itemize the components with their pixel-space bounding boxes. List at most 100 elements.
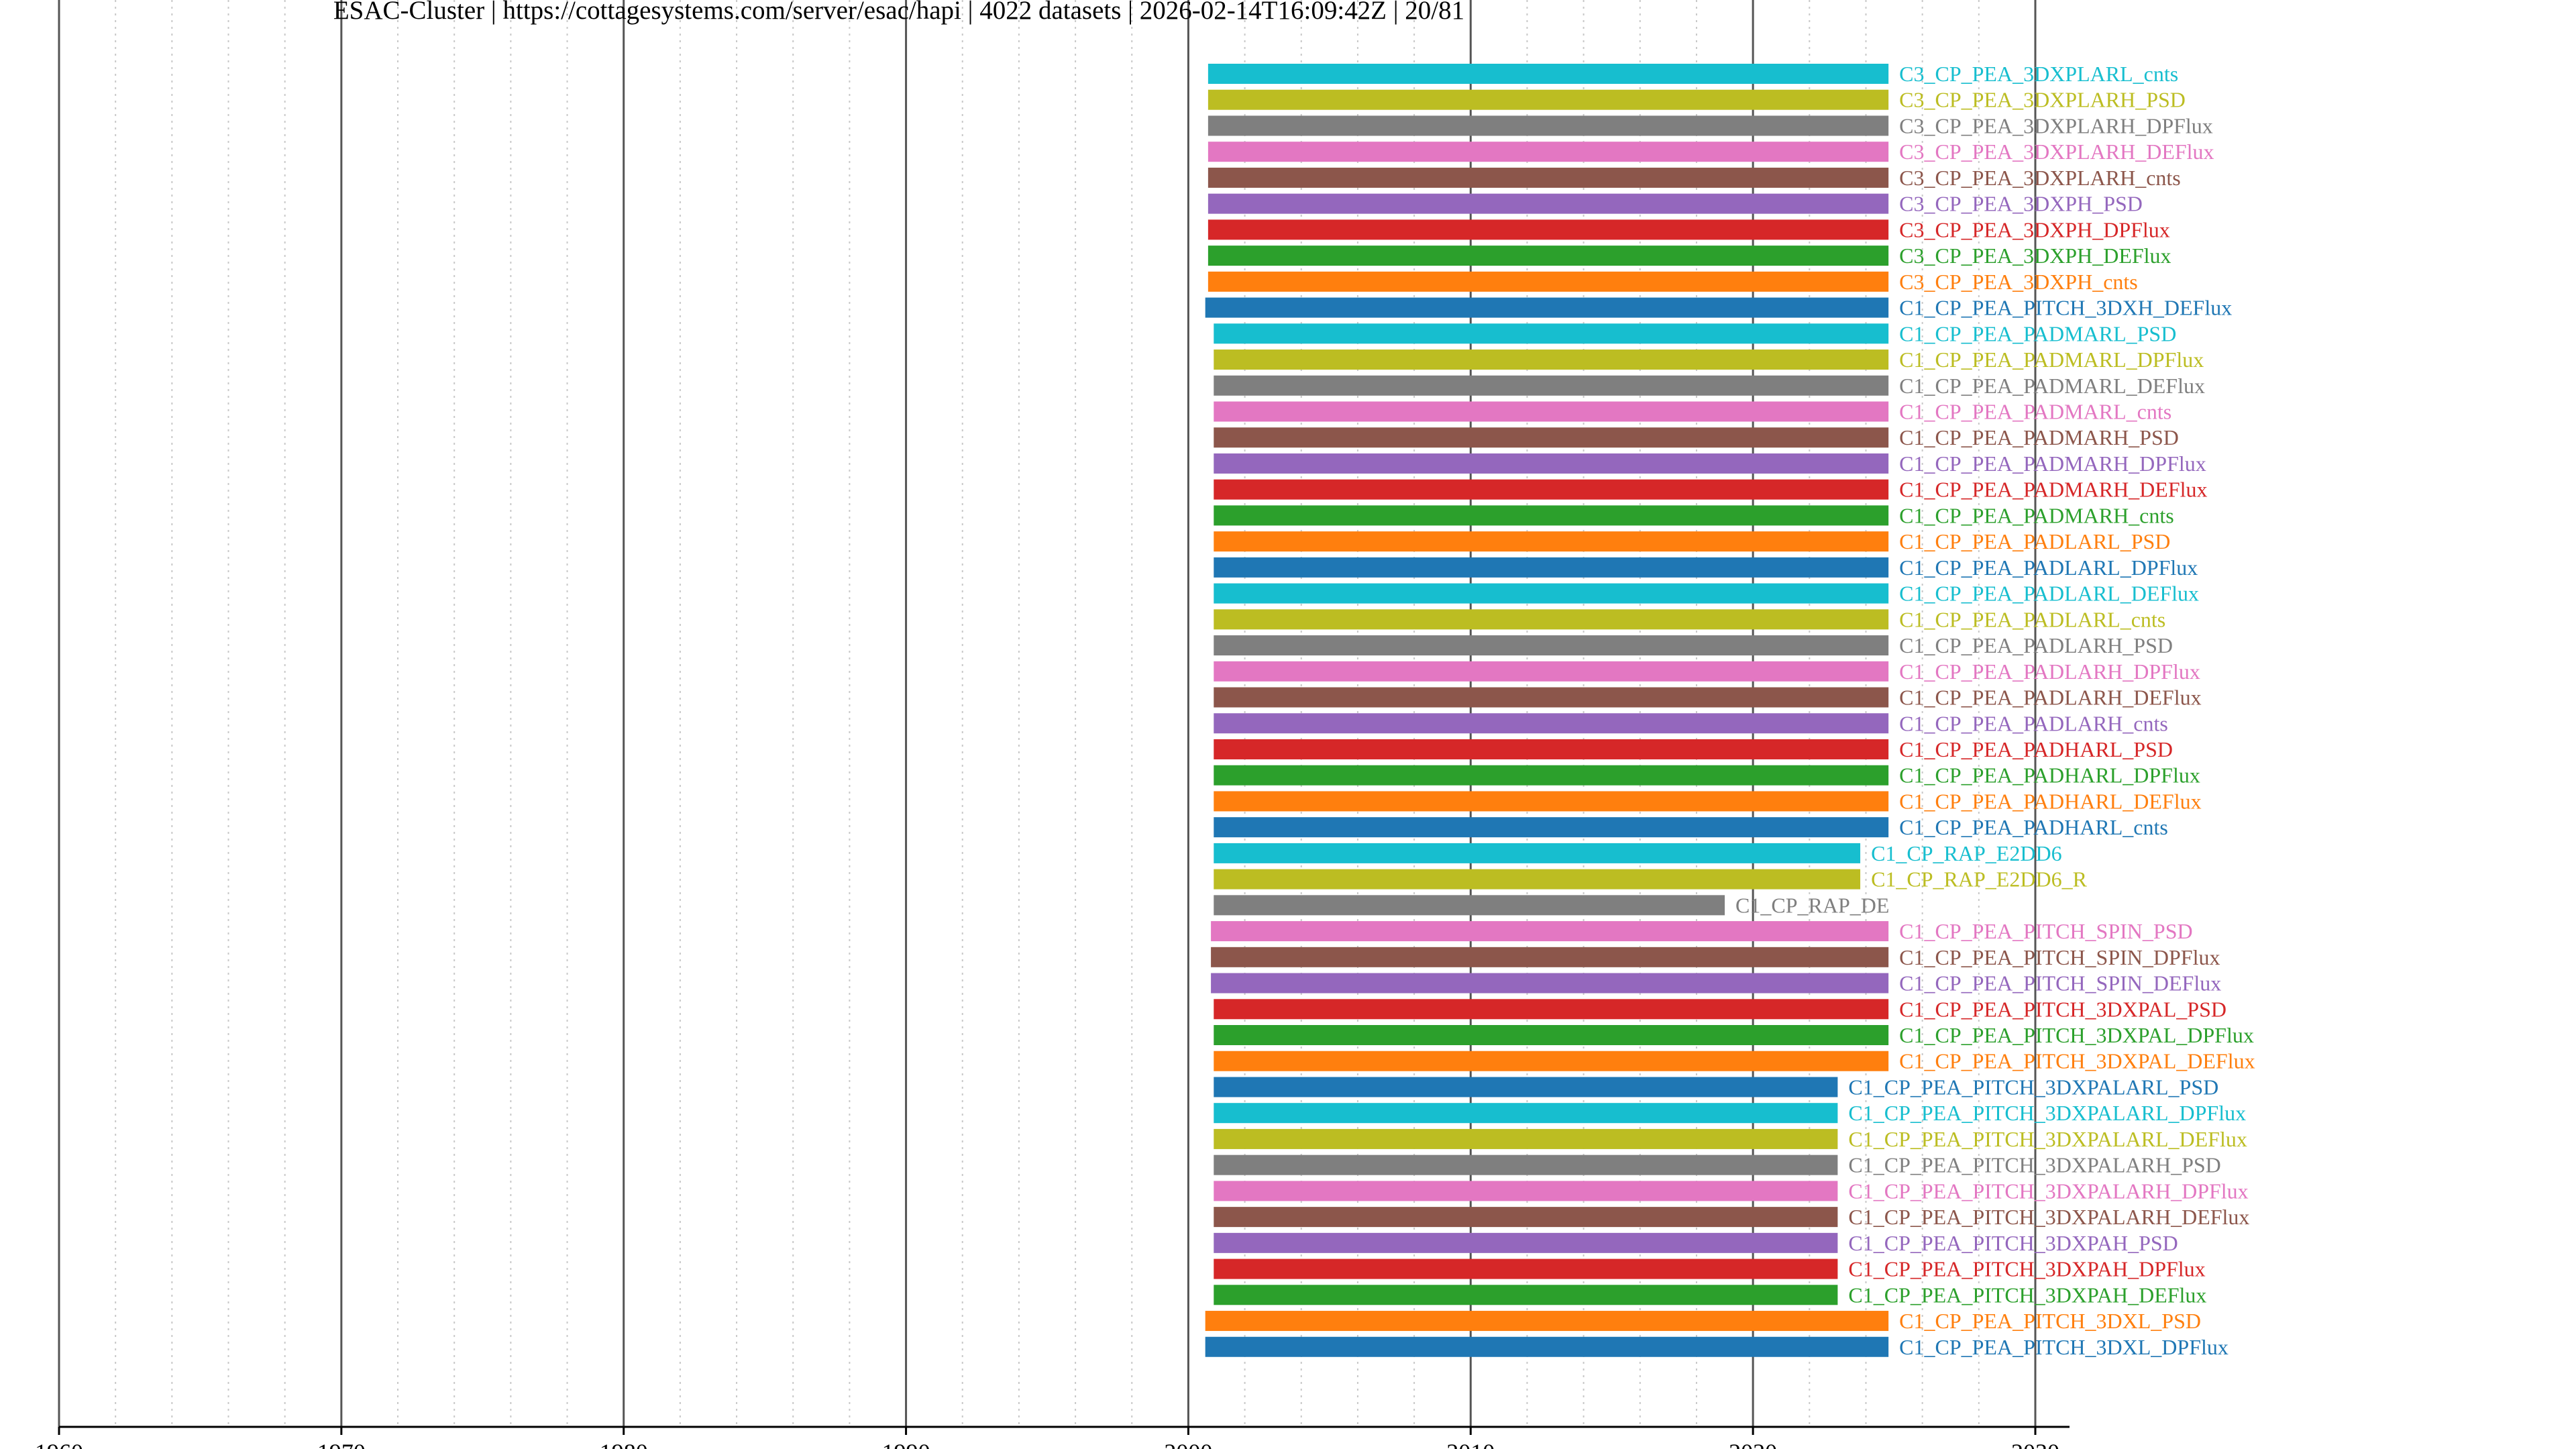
bar-label: C1_CP_RAP_E2DD6_R <box>1871 867 2088 892</box>
timeline-bar <box>1214 791 1889 812</box>
timeline-bar <box>1214 765 1889 786</box>
x-axis: 1960 1970 1980 1990 2000 2010 2020 2030 <box>35 1426 2070 1449</box>
x-tick-label: 1990 <box>882 1439 930 1449</box>
timeline-bar <box>1214 375 1889 396</box>
timeline-bar <box>1208 64 1889 84</box>
bar-label: C1_CP_PEA_PITCH_3DXPAH_DPFlux <box>1848 1257 2205 1281</box>
timeline-bar <box>1211 921 1889 942</box>
bar-label: C1_CP_PEA_PADMARH_DPFlux <box>1899 451 2206 476</box>
bar-label: C1_CP_PEA_PITCH_3DXPAL_DEFlux <box>1899 1049 2255 1073</box>
bar-label: C1_CP_PEA_PITCH_3DXL_DPFlux <box>1899 1335 2229 1359</box>
bar-label: C1_CP_PEA_PITCH_3DXPAL_PSD <box>1899 997 2226 1021</box>
timeline-bar <box>1214 479 1889 500</box>
bar-label: C3_CP_PEA_3DXPLARH_cnts <box>1899 166 2181 190</box>
timeline-bar <box>1214 1181 1838 1201</box>
x-tick-label: 2010 <box>1446 1439 1495 1449</box>
timeline-bar <box>1214 687 1889 708</box>
timeline-bar <box>1214 1128 1838 1149</box>
timeline-bar <box>1208 219 1889 240</box>
bar-label: C1_CP_PEA_PITCH_3DXL_PSD <box>1899 1309 2201 1333</box>
bar-label: C1_CP_RAP_DE <box>1735 893 1889 917</box>
bar-label: C3_CP_PEA_3DXPLARH_DPFlux <box>1899 113 2213 138</box>
timeline-bar <box>1214 583 1889 604</box>
bar-label: C1_CP_PEA_PITCH_3DXH_DEFlux <box>1899 296 2232 320</box>
bar-label: C1_CP_PEA_PADHARL_DEFlux <box>1899 789 2201 813</box>
bar-label: C3_CP_PEA_3DXPLARL_cnts <box>1899 62 2178 86</box>
timeline-bar <box>1205 1336 1889 1357</box>
bar-label: C3_CP_PEA_3DXPH_cnts <box>1899 270 2138 294</box>
bar-label: C3_CP_PEA_3DXPH_DPFlux <box>1899 217 2170 241</box>
timeline-bar <box>1208 193 1889 214</box>
bar-label: C1_CP_PEA_PITCH_3DXPALARL_DEFlux <box>1848 1127 2247 1151</box>
bar-label: C3_CP_PEA_3DXPH_DEFlux <box>1899 244 2171 268</box>
bar-label: C3_CP_PEA_3DXPLARH_PSD <box>1899 88 2186 112</box>
timeline-bar <box>1214 1232 1838 1253</box>
x-tick-label: 2000 <box>1164 1439 1212 1449</box>
bar-label: C1_CP_PEA_PADLARL_DEFlux <box>1899 582 2199 606</box>
timeline-bar <box>1214 1025 1889 1046</box>
timeline-bar <box>1214 1207 1838 1228</box>
timeline-bar <box>1211 947 1889 967</box>
bar-label: C1_CP_PEA_PADMARH_PSD <box>1899 425 2179 449</box>
bar-label: C1_CP_PEA_PITCH_SPIN_PSD <box>1899 919 2192 943</box>
bar-label: C1_CP_PEA_PITCH_3DXPALARH_DEFlux <box>1848 1205 2249 1229</box>
bar-label: C1_CP_PEA_PITCH_3DXPALARH_DPFlux <box>1848 1179 2248 1203</box>
bars <box>1205 64 1889 1357</box>
bar-label: C1_CP_PEA_PADLARH_cnts <box>1899 711 2168 735</box>
x-tick-label: 1960 <box>35 1439 83 1449</box>
timeline-bar <box>1208 167 1889 188</box>
bar-label: C1_CP_PEA_PADLARH_DEFlux <box>1899 686 2201 710</box>
timeline-bar <box>1208 142 1889 162</box>
timeline-bar <box>1214 713 1889 734</box>
bar-label: C1_CP_PEA_PADLARL_PSD <box>1899 529 2170 553</box>
bar-label: C1_CP_PEA_PITCH_SPIN_DPFlux <box>1899 945 2220 969</box>
timeline-bar <box>1214 1077 1838 1097</box>
timeline-bar <box>1214 661 1889 682</box>
x-tick-label: 2030 <box>2011 1439 2059 1449</box>
bar-label: C1_CP_PEA_PADLARH_PSD <box>1899 633 2173 657</box>
bar-label: C1_CP_PEA_PADMARL_cnts <box>1899 399 2171 423</box>
timeline-bar <box>1214 895 1725 916</box>
timeline-bar <box>1205 1311 1889 1332</box>
bar-label: C1_CP_PEA_PADMARL_PSD <box>1899 321 2176 345</box>
bar-label: C1_CP_PEA_PADHARL_cnts <box>1899 815 2168 839</box>
timeline-bar <box>1214 505 1889 526</box>
timeline-bar <box>1214 609 1889 630</box>
bar-label: C1_CP_PEA_PADLARL_DPFlux <box>1899 555 2198 580</box>
timeline-bar <box>1214 1103 1838 1124</box>
chart-title: ESAC-Cluster | https://cottagesystems.co… <box>333 0 1464 25</box>
bar-label: C1_CP_PEA_PITCH_SPIN_DEFlux <box>1899 971 2221 996</box>
bar-label: C1_CP_PEA_PADMARL_DPFlux <box>1899 347 2204 372</box>
timeline-bar <box>1214 401 1889 422</box>
timeline-bar <box>1214 557 1889 578</box>
timeline-bar <box>1214 999 1889 1020</box>
x-tick-label: 1980 <box>600 1439 648 1449</box>
timeline-bar <box>1214 1155 1838 1175</box>
bar-label: C1_CP_PEA_PITCH_3DXPALARH_PSD <box>1848 1153 2220 1177</box>
timeline-bar <box>1214 531 1889 552</box>
bar-label: C3_CP_PEA_3DXPLARH_DEFlux <box>1899 140 2214 164</box>
bar-label: C1_CP_PEA_PADMARH_cnts <box>1899 503 2174 527</box>
bar-label: C1_CP_PEA_PADMARH_DEFlux <box>1899 478 2207 502</box>
timeline-bar <box>1214 817 1889 838</box>
timeline-bar <box>1214 323 1889 344</box>
timeline-bar <box>1208 271 1889 292</box>
bar-label: C3_CP_PEA_3DXPH_PSD <box>1899 192 2143 216</box>
timeline-bar <box>1214 635 1889 656</box>
bar-label: C1_CP_PEA_PITCH_3DXPAH_DEFlux <box>1848 1283 2206 1307</box>
timeline-bar <box>1214 453 1889 474</box>
timeline-bar <box>1208 246 1889 266</box>
timeline-bar <box>1214 1258 1838 1279</box>
timeline-bar <box>1214 869 1861 890</box>
x-tick-label: 1970 <box>317 1439 366 1449</box>
timeline-bar <box>1214 1285 1838 1305</box>
timeline-bar <box>1214 427 1889 448</box>
timeline-bar <box>1214 843 1861 863</box>
timeline-bar <box>1205 297 1889 318</box>
x-tick-label: 2020 <box>1729 1439 1777 1449</box>
timeline-bar <box>1214 1051 1889 1071</box>
bar-labels: C3_CP_PEA_3DXPLARL_cntsC3_CP_PEA_3DXPLAR… <box>1735 62 2255 1359</box>
bar-label: C1_CP_PEA_PADHARL_DPFlux <box>1899 763 2200 788</box>
bar-label: C1_CP_PEA_PITCH_3DXPAH_PSD <box>1848 1231 2178 1255</box>
